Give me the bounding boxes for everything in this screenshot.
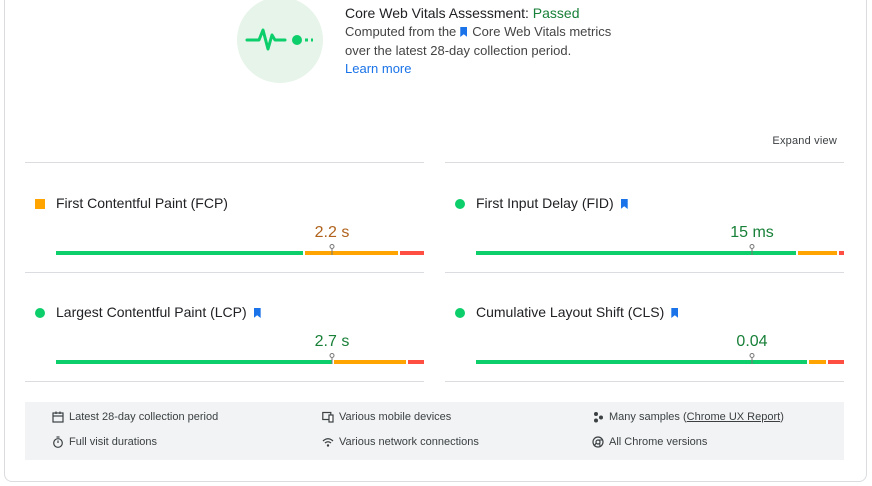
metric-status-icon <box>455 199 465 209</box>
bookmark-flag-icon <box>460 27 468 37</box>
samples-icon <box>594 412 603 423</box>
metric-name-text: First Contentful Paint (FCP) <box>56 195 228 211</box>
bar-needs-improvement-segment <box>334 360 406 364</box>
core-web-vitals-card <box>4 0 867 482</box>
footer-versions-text: All Chrome versions <box>609 436 708 448</box>
data-source-footer <box>25 402 844 460</box>
bar-good-segment <box>476 251 797 255</box>
stopwatch-icon <box>53 436 63 448</box>
footer-durations: Full visit durations <box>52 436 157 448</box>
core-web-vital-flag-icon <box>620 199 628 209</box>
footer-network: Various network connections <box>322 436 479 448</box>
devices-icon <box>322 411 334 423</box>
percentile-marker <box>329 244 335 255</box>
footer-samples-suffix: ) <box>780 411 784 423</box>
metric-value: 2.7 s <box>314 333 350 350</box>
metric-lcp: Largest Contentful Paint (LCP) 2.7 s <box>25 280 424 380</box>
footer-samples-prefix: Many samples ( <box>609 411 687 423</box>
percentile-marker <box>749 353 755 364</box>
metric-fid: First Input Delay (FID) 15 ms <box>445 171 844 271</box>
divider <box>445 381 844 382</box>
metric-status-icon <box>455 308 465 318</box>
metric-name: Cumulative Layout Shift (CLS) <box>476 304 683 320</box>
footer-devices-text: Various mobile devices <box>339 411 452 423</box>
metric-name-text: First Input Delay (FID) <box>476 195 614 211</box>
metric-fcp: First Contentful Paint (FCP) 2.2 s <box>25 171 424 271</box>
metric-status-icon <box>35 308 45 318</box>
metric-name: Largest Contentful Paint (LCP) <box>56 304 266 320</box>
metric-name: First Input Delay (FID) <box>476 195 633 211</box>
learn-more-link[interactable]: Learn more <box>345 61 412 76</box>
expand-view-button[interactable]: Expand view <box>772 135 837 147</box>
footer-versions: All Chrome versions <box>592 436 707 448</box>
core-web-vital-flag-icon <box>253 308 261 318</box>
assessment-description-line1: Computed from the Core Web Vitals metrics <box>345 24 611 39</box>
bar-good-segment <box>56 251 303 255</box>
footer-devices: Various mobile devices <box>322 411 451 423</box>
metric-distribution-bar <box>476 353 844 364</box>
assessment-title: Core Web Vitals Assessment: Passed <box>345 5 580 21</box>
divider <box>25 162 424 163</box>
assessment-description-line2: over the latest 28-day collection period… <box>345 43 572 58</box>
assessment-title-prefix: Core Web Vitals Assessment: <box>345 5 533 21</box>
chrome-ux-report-link[interactable]: Chrome UX Report <box>686 411 781 423</box>
calendar-icon <box>52 411 64 423</box>
wifi-icon <box>322 438 334 447</box>
divider <box>445 272 844 273</box>
metric-distribution-bar <box>56 244 424 255</box>
metric-name-text: Cumulative Layout Shift (CLS) <box>476 304 665 320</box>
vitals-pulse-icon <box>237 0 323 83</box>
bar-poor-segment <box>407 360 424 364</box>
metric-value: 0.04 <box>736 333 768 350</box>
core-web-vitals-metrics-text: Core Web Vitals metrics <box>472 24 612 39</box>
metric-value: 15 ms <box>730 224 774 241</box>
bar-good-segment <box>476 360 808 364</box>
footer-period: Latest 28-day collection period <box>52 411 218 423</box>
bar-poor-segment <box>838 251 844 255</box>
bar-needs-improvement-segment <box>798 251 837 255</box>
assessment-line1-prefix: Computed from the <box>345 24 457 39</box>
divider <box>445 162 844 163</box>
bar-good-segment <box>56 360 332 364</box>
bar-poor-segment <box>400 251 424 255</box>
footer-samples: Many samples (Chrome UX Report) <box>592 411 784 423</box>
metric-name-text: Largest Contentful Paint (LCP) <box>56 304 247 320</box>
metric-name: First Contentful Paint (FCP) <box>56 195 228 211</box>
core-web-vital-flag-icon <box>671 308 679 318</box>
percentile-marker <box>329 353 335 364</box>
metric-distribution-bar <box>56 353 424 364</box>
bar-needs-improvement-segment <box>809 360 826 364</box>
percentile-marker <box>749 244 755 255</box>
assessment-status: Passed <box>532 5 580 21</box>
footer-period-text: Latest 28-day collection period <box>69 411 219 423</box>
footer-network-text: Various network connections <box>339 436 479 448</box>
metric-cls: Cumulative Layout Shift (CLS) 0.04 <box>445 280 844 380</box>
footer-durations-text: Full visit durations <box>69 436 158 448</box>
bar-needs-improvement-segment <box>304 251 399 255</box>
bar-poor-segment <box>827 360 844 364</box>
metric-value: 2.2 s <box>314 224 350 241</box>
metric-status-icon <box>35 199 45 209</box>
divider <box>25 272 424 273</box>
chrome-icon <box>592 436 604 448</box>
divider <box>25 381 424 382</box>
metric-distribution-bar <box>476 244 844 255</box>
